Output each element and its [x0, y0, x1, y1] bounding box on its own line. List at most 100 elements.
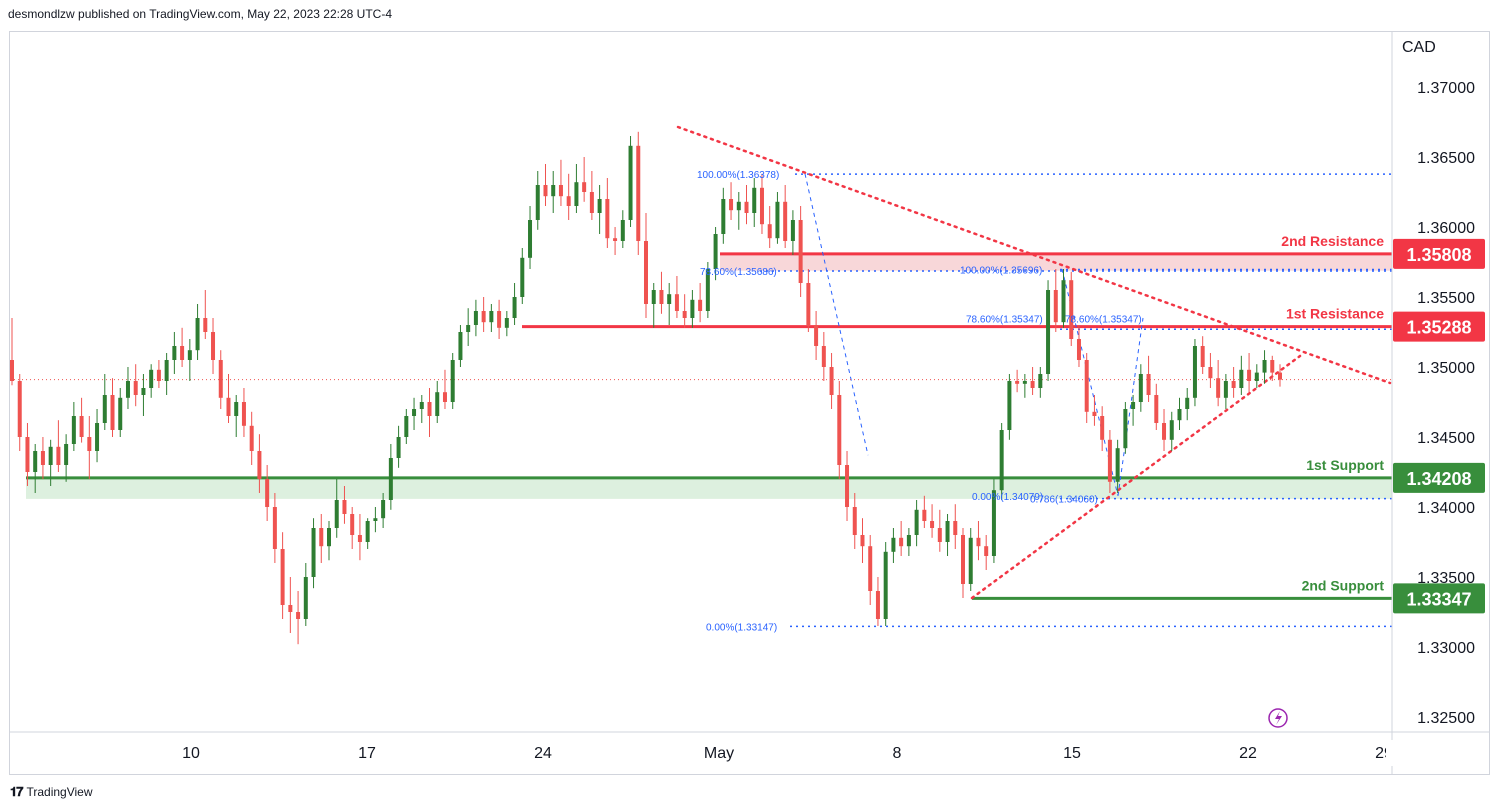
- candle-body: [613, 238, 618, 241]
- price-tag: [1393, 462, 1485, 493]
- tradingview-logo-icon: 𝟏𝟕: [10, 784, 24, 799]
- candle-body: [667, 294, 672, 304]
- x-tick-label: 22: [1239, 745, 1257, 762]
- candle-body: [1262, 360, 1267, 373]
- candle-body: [327, 528, 331, 547]
- candle-body: [1247, 369, 1252, 381]
- candle-body: [628, 145, 633, 220]
- fib-label: 0.00%(1.33147): [706, 622, 777, 633]
- candle-body: [759, 187, 764, 225]
- candle-body: [528, 220, 533, 258]
- candle-body: [226, 397, 231, 416]
- candle-body: [829, 367, 834, 395]
- candle-body: [945, 521, 950, 542]
- candle-body: [798, 220, 803, 283]
- candle-body: [729, 199, 734, 211]
- ascending-trendline: [970, 354, 1302, 600]
- candle-body: [937, 528, 942, 542]
- candle-body: [1069, 280, 1074, 339]
- candle-body: [1022, 381, 1027, 384]
- y-tick-label: 1.34000: [1417, 500, 1475, 517]
- candle-body: [1138, 374, 1143, 402]
- candle-body: [597, 199, 602, 213]
- candle-body: [473, 311, 478, 325]
- candle-body: [1162, 423, 1167, 440]
- footer-brand[interactable]: 𝟏𝟕 TradingView: [10, 784, 93, 800]
- publish-header: desmondlzw published on TradingView.com,…: [8, 7, 392, 21]
- candle-body: [249, 425, 254, 451]
- candle-body: [868, 546, 873, 591]
- candle-body: [79, 416, 84, 437]
- candle-body: [172, 346, 177, 360]
- candle-body: [481, 311, 486, 323]
- x-tick-label: 15: [1063, 745, 1081, 762]
- x-axis-clip: [1386, 740, 1394, 766]
- price-tag: [1393, 583, 1485, 614]
- candle-body: [1192, 346, 1197, 398]
- support-zone: [26, 477, 1392, 499]
- candle-body: [713, 234, 718, 269]
- y-tick-label: 1.33500: [1417, 570, 1475, 587]
- candle-body: [1015, 381, 1020, 384]
- candle-body: [1092, 411, 1097, 416]
- candle-body: [303, 577, 308, 619]
- candle-body: [412, 409, 417, 416]
- candle-body: [1131, 402, 1136, 409]
- candle-body: [752, 187, 757, 213]
- candle-body: [891, 537, 896, 552]
- fib-connector-line: [804, 173, 869, 456]
- x-tick-label: 10: [182, 745, 200, 762]
- candle-body: [914, 509, 919, 535]
- candle-body: [930, 521, 935, 528]
- candle-body: [211, 332, 216, 360]
- candle-body: [1038, 374, 1043, 388]
- candle-body: [1208, 367, 1213, 379]
- price-tag-label: 1.33347: [1406, 589, 1471, 609]
- candle-body: [582, 182, 587, 192]
- candle-body: [1278, 372, 1282, 380]
- candle-body: [195, 318, 200, 351]
- candle-body: [357, 535, 362, 542]
- candle-body: [1154, 395, 1159, 423]
- currency-label: CAD: [1402, 39, 1436, 56]
- candle-body: [141, 388, 146, 395]
- candle-body: [180, 346, 185, 360]
- candle-body: [1169, 420, 1174, 440]
- candle-body: [698, 299, 703, 311]
- y-tick-label: 1.34500: [1417, 430, 1475, 447]
- candle-body: [110, 395, 115, 430]
- candle-body: [1270, 360, 1275, 373]
- x-tick-label: 24: [534, 745, 552, 762]
- chart-frame: [9, 31, 1490, 775]
- candle-body: [814, 325, 819, 346]
- x-tick-label: 8: [893, 745, 902, 762]
- y-tick-label: 1.33000: [1417, 640, 1475, 657]
- candle-body: [427, 402, 432, 416]
- y-tick-label: 1.35000: [1417, 360, 1475, 377]
- candle-body: [968, 537, 973, 584]
- candle-body: [543, 185, 548, 197]
- candle-body: [1053, 290, 1058, 323]
- candle-body: [218, 360, 223, 398]
- level-label: 2nd Resistance: [1281, 233, 1384, 249]
- candle-body: [520, 257, 525, 297]
- candle-body: [435, 392, 440, 416]
- lightning-bolt-icon: [1275, 711, 1282, 725]
- candle-body: [1107, 439, 1112, 482]
- candle-body: [342, 500, 347, 514]
- candle-body: [659, 290, 664, 304]
- candle-body: [497, 311, 502, 328]
- candle-body: [875, 591, 880, 619]
- candle-body: [1239, 369, 1244, 388]
- candle-body: [1007, 381, 1012, 430]
- candle-body: [241, 402, 246, 426]
- y-tick-label: 1.32500: [1417, 710, 1475, 727]
- candle-body: [845, 465, 850, 507]
- price-tag-label: 1.35808: [1406, 245, 1471, 265]
- candle-body: [736, 201, 741, 211]
- candle-body: [651, 290, 656, 304]
- fib-label: 0.786(1.34060): [1030, 495, 1098, 506]
- candle-body: [296, 612, 301, 619]
- candle-body: [373, 518, 378, 521]
